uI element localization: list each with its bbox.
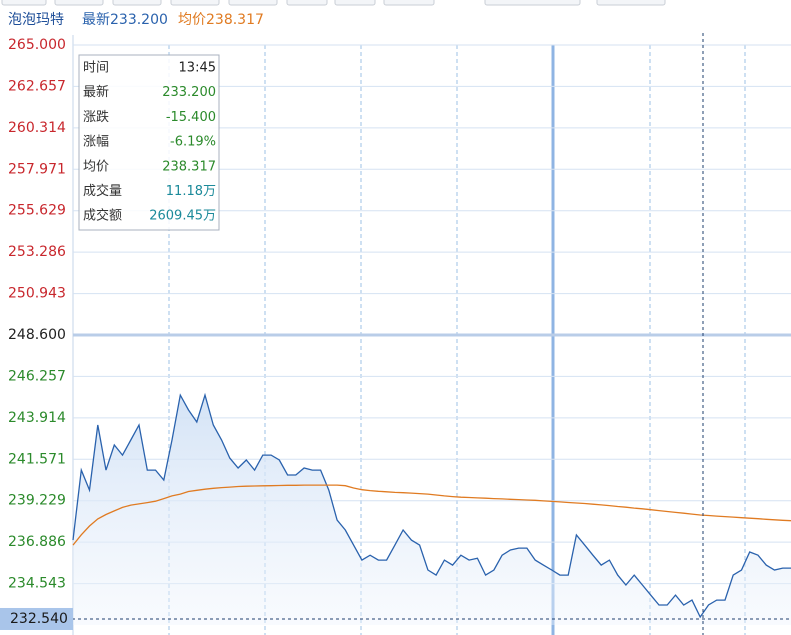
toolbar — [1, 0, 666, 6]
y-tick-label: 234.543 — [8, 576, 66, 592]
plot-area: 265.000 262.657 260.314 257.971 255.629 253.2… — [0, 33, 791, 635]
tooltip-value: 13:45 — [179, 61, 216, 76]
cursor-label: 232.540 — [10, 611, 68, 627]
tooltip-key: 时间 — [83, 61, 109, 76]
tooltip-value: -6.19% — [170, 135, 216, 150]
tooltip-key: 成交额 — [83, 208, 122, 224]
tooltip: 时间 13:45 最新 233.200 涨跌 -15.400 涨幅 -6.19% 均价 238.3… — [78, 54, 220, 231]
average-line — [72, 484, 791, 546]
cursor-label-box — [0, 607, 73, 630]
tooltip-value: 11.18万 — [166, 184, 216, 199]
y-tick-label: 241.571 — [8, 451, 66, 467]
tooltip-key: 涨跌 — [83, 109, 109, 125]
latest-price: 最新233.200 — [82, 12, 168, 28]
tooltip-key: 涨幅 — [83, 135, 109, 150]
stock-name: 泡泡玛特 — [8, 12, 64, 28]
y-tick-label: 265.000 — [8, 37, 66, 53]
price-line — [72, 392, 791, 619]
tooltip-value: 233.200 — [162, 85, 216, 100]
y-tick-label: 255.629 — [8, 203, 66, 219]
y-tick-label: 246.257 — [8, 368, 66, 384]
y-tick-label: 253.286 — [8, 244, 66, 260]
y-tick-label: 236.886 — [8, 534, 66, 550]
tooltip-key: 均价 — [83, 159, 109, 174]
tooltip-value: 238.317 — [162, 159, 216, 174]
y-tick-label: 243.914 — [8, 410, 66, 426]
y-tick-label: 250.943 — [8, 286, 66, 302]
tooltip-value: 2609.45万 — [149, 209, 216, 224]
y-tick-label: 239.229 — [8, 493, 66, 509]
price-area — [73, 395, 791, 625]
tooltip-key: 最新 — [83, 84, 109, 100]
y-tick-label: 260.314 — [8, 120, 66, 136]
y-tick-label: 262.657 — [8, 78, 66, 94]
tooltip-value: -15.400 — [166, 110, 216, 125]
y-tick-label: 257.971 — [8, 161, 66, 177]
y-tick-label: 248.600 — [8, 327, 66, 343]
tooltip-key: 成交量 — [83, 183, 122, 199]
tooltip-box — [78, 54, 220, 231]
average-price: 均价238.317 — [178, 12, 264, 28]
